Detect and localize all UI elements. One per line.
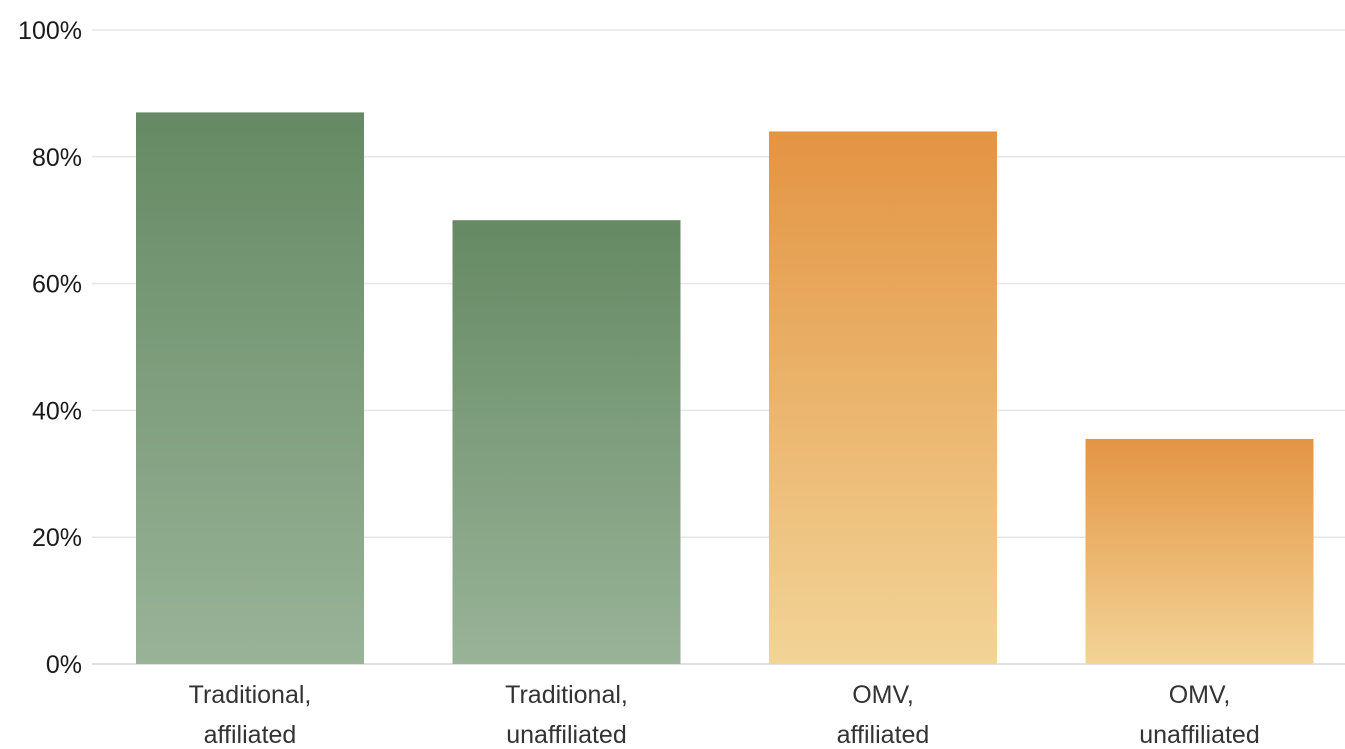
x-tick-label: Traditional, [505,681,628,709]
x-axis: Traditional, affiliated Traditional, unaffi… [189,681,1260,749]
y-axis: 0% 20% 40% 60% 80% 100% [18,17,82,679]
x-tick-label: OMV, [852,681,914,709]
x-tick-label: Traditional, [189,681,312,709]
bar [136,112,364,665]
x-tick-label: affiliated [837,721,930,749]
x-tick-label: unaffiliated [506,721,626,749]
y-tick-label: 100% [18,17,82,45]
bars [136,112,1314,665]
bar [452,220,681,664]
y-tick-label: 60% [32,271,82,299]
y-tick-label: 20% [32,524,82,552]
x-tick-label: unaffiliated [1139,721,1259,749]
x-tick-label: affiliated [204,721,297,749]
bar [769,131,997,664]
bar [1085,438,1314,664]
x-tick-label: OMV, [1169,681,1231,709]
y-tick-label: 0% [46,651,82,679]
y-tick-label: 80% [32,144,82,172]
y-tick-label: 40% [32,397,82,425]
